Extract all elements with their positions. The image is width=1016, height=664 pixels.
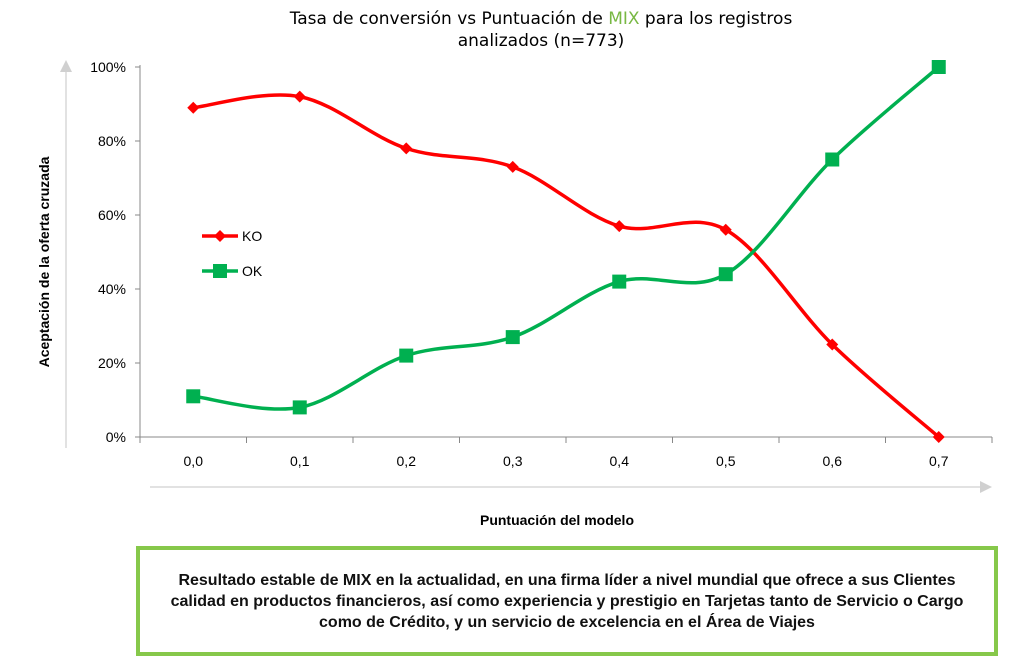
- note-text: Resultado estable de MIX en la actualida…: [170, 571, 964, 631]
- x-tick-label: 0,1: [290, 453, 310, 469]
- data-point-ko: [932, 431, 945, 443]
- legend-item-ok: OK: [202, 263, 263, 279]
- y-axis-arrow: [60, 60, 72, 448]
- x-tick-label: 0,6: [823, 453, 843, 469]
- y-tick-label: 20%: [98, 355, 126, 371]
- data-point-ko: [719, 223, 732, 236]
- chart-title-line1: Tasa de conversión vs Puntuación de MIX …: [289, 9, 793, 29]
- y-axis-label: Aceptación de la oferta cruzada: [36, 156, 52, 367]
- x-tick-label: 0,5: [716, 453, 736, 469]
- series-line-ok: [193, 65, 940, 411]
- data-point-ko: [293, 90, 306, 103]
- chart-title-highlight: MIX: [608, 9, 640, 29]
- y-tick-label: 80%: [98, 133, 126, 149]
- chart: Tasa de conversión vs Puntuación de MIX …: [36, 9, 993, 528]
- x-axis-arrow: [150, 481, 992, 493]
- x-axis-label: Puntuación del modelo: [480, 512, 634, 528]
- data-point-ok: [399, 348, 414, 363]
- legend: KO OK: [202, 228, 263, 279]
- data-point-ko: [187, 101, 200, 114]
- legend-swatch-marker: [213, 264, 227, 278]
- data-point-ko: [613, 220, 626, 233]
- chart-title-suffix: para los registros: [640, 9, 793, 29]
- y-tick-label: 60%: [98, 207, 126, 223]
- legend-swatch-marker: [214, 230, 226, 242]
- x-ticks: 0,0 0,1 0,2 0,3 0,4 0,5 0,6 0,7: [139, 437, 993, 469]
- x-tick-label: 0,0: [184, 453, 204, 469]
- data-point-ok: [718, 267, 733, 282]
- chart-title-prefix: Tasa de conversión vs Puntuación de: [289, 9, 609, 29]
- data-point-ko: [506, 160, 519, 173]
- series-ko: [187, 90, 945, 443]
- data-point-ok: [292, 400, 307, 415]
- y-ticks: 0% 20% 40% 60% 80% 100%: [90, 59, 140, 445]
- y-tick-label: 0%: [106, 429, 126, 445]
- y-tick-label: 100%: [90, 59, 126, 75]
- data-point-ok: [825, 152, 840, 167]
- data-point-ok: [612, 274, 627, 289]
- series-layer: [186, 60, 946, 443]
- data-point-ko: [400, 142, 413, 155]
- x-tick-label: 0,3: [503, 453, 523, 469]
- legend-label-ko: KO: [242, 228, 262, 244]
- x-tick-label: 0,2: [397, 453, 417, 469]
- x-tick-label: 0,4: [610, 453, 630, 469]
- legend-item-ko: KO: [202, 228, 262, 244]
- data-point-ok: [505, 330, 520, 345]
- data-point-ok: [931, 60, 946, 74]
- data-point-ko: [826, 338, 839, 351]
- data-point-ok: [186, 389, 201, 404]
- note-box: Resultado estable de MIX en la actualida…: [136, 546, 998, 656]
- series-line-ko: [193, 93, 940, 439]
- y-tick-label: 40%: [98, 281, 126, 297]
- series-ok: [186, 60, 946, 415]
- chart-title-line2: analizados (n=773): [458, 31, 625, 51]
- legend-label-ok: OK: [242, 263, 263, 279]
- x-tick-label: 0,7: [929, 453, 949, 469]
